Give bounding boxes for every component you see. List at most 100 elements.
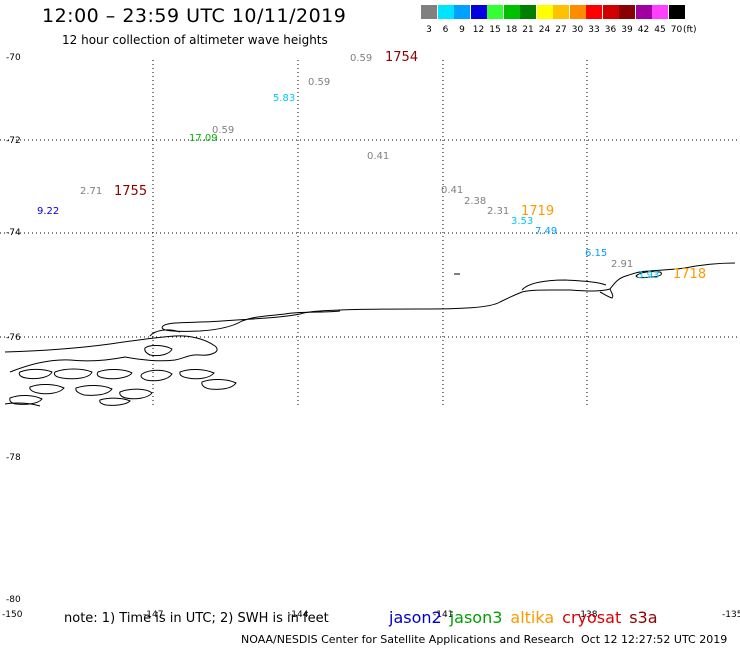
wave-height-reading: 7.49: [535, 226, 557, 237]
ice-island-12: [99, 397, 131, 406]
wave-height-reading: 2.38: [464, 196, 486, 207]
latitude-label: -80: [6, 595, 21, 605]
coastline: [4, 262, 736, 407]
legend-swatch: [569, 5, 586, 19]
legend-swatch: [487, 5, 503, 19]
ice-island-6: [179, 369, 215, 380]
satellite-legend: jason2 jason3 altika cryosat s3a: [389, 608, 666, 627]
ice-shelf-west: [4, 402, 41, 407]
legend-swatch: [503, 5, 520, 19]
longitude-label: -141: [433, 610, 453, 620]
ice-island-2: [18, 368, 53, 380]
wave-height-reading: 6.15: [585, 248, 607, 259]
satellite-label: s3a: [629, 608, 658, 627]
legend-level-label: 21: [522, 25, 534, 35]
longitude-labels: -150 -147 -144 -141 -138 -135: [2, 610, 740, 620]
latitude-label: -70: [6, 53, 21, 63]
ice-island-7: [201, 379, 237, 390]
legend-swatch: [586, 5, 602, 19]
longitude-label: -147: [143, 610, 163, 620]
satellite-tracks: 0.590.595.830.5917.090.412.719.220.412.3…: [37, 50, 706, 282]
legend-level-label: 30: [571, 25, 584, 35]
map-title: 12:00 – 23:59 UTC 10/11/2019: [42, 5, 347, 27]
satellite-label: cryosat: [562, 608, 622, 627]
legend-level-label: 9: [459, 25, 465, 35]
legend-swatch: [470, 5, 487, 19]
legend-level-label: 42: [637, 25, 650, 35]
wave-height-reading: 5.83: [273, 93, 295, 104]
wave-height-reading: 0.41: [367, 151, 389, 162]
wave-height-reading: 2.31: [487, 206, 509, 217]
observation-time-label: 1719: [521, 204, 554, 219]
latitude-labels: -70 -72 -74 -76 -78 -80: [6, 53, 21, 605]
legend-swatch: [553, 5, 569, 19]
satellite-label: altika: [510, 608, 555, 627]
legend-swatch: [602, 5, 619, 19]
wave-height-reading: 9.22: [37, 206, 59, 217]
longitude-label: -144: [288, 610, 309, 620]
legend-swatch: [619, 5, 635, 19]
legend-unit: (ft): [683, 25, 697, 35]
legend-level-label: 24: [538, 25, 551, 35]
ice-island-9: [75, 385, 113, 396]
wave-height-reading: 0.59: [350, 53, 372, 64]
coastline-west: [4, 335, 218, 373]
legend-swatch: [421, 5, 437, 19]
generated-timestamp: Oct 12 12:27:52 UTC 2019: [581, 633, 728, 646]
wave-height-reading: 2.91: [611, 259, 633, 270]
legend-level-label: 18: [505, 25, 518, 35]
legend-level-label: 45: [654, 25, 666, 35]
legend-level-label: 70: [670, 25, 683, 35]
legend-level-label: 15: [489, 25, 501, 35]
legend-level-label: 33: [588, 25, 600, 35]
wave-height-reading: 0.41: [441, 185, 463, 196]
ice-island-1: [144, 345, 173, 357]
coastline-islet: [635, 271, 663, 279]
wave-height-reading: 2.71: [80, 186, 102, 197]
ice-island-3: [53, 368, 93, 380]
wave-height-reading: 17.09: [189, 133, 218, 144]
ice-island-5: [140, 369, 173, 382]
legend-swatch: [454, 5, 470, 19]
longitude-label: -138: [577, 610, 598, 620]
legend-swatch: [652, 5, 668, 19]
map-subtitle: 12 hour collection of altimeter wave hei…: [62, 33, 328, 47]
latitude-label: -76: [6, 333, 21, 343]
credit-line: NOAA/NESDIS Center for Satellite Applica…: [241, 633, 575, 646]
ice-island-4: [96, 369, 133, 380]
coastline-spit: [521, 279, 607, 291]
legend-level-label: 6: [442, 25, 449, 35]
latitude-label: -72: [6, 136, 21, 146]
ice-island-10: [119, 388, 153, 400]
legend-level-label: 36: [604, 25, 617, 35]
longitude-label: -150: [2, 610, 23, 620]
legend-swatch: [668, 5, 685, 19]
coastline-notch: [599, 288, 614, 299]
legend-swatch: [437, 5, 454, 19]
legend-level-label: 12: [472, 25, 485, 35]
satellite-label: jason3: [449, 608, 503, 627]
wave-height-reading: 3.93: [637, 270, 659, 281]
ice-shelf-north: [284, 310, 341, 315]
graticule: [0, 60, 740, 408]
wave-height-reading: 0.59: [308, 77, 330, 88]
legend-level-label: 3: [426, 25, 432, 35]
observation-time-label: 1754: [385, 50, 418, 65]
coastline-west-cape: [149, 329, 181, 337]
latitude-label: -78: [6, 453, 21, 463]
latitude-label: -74: [6, 228, 21, 238]
observation-time-label: 1755: [114, 184, 147, 199]
legend-level-label: 39: [621, 25, 633, 35]
legend-level-label: 27: [555, 25, 567, 35]
legend-swatch: [635, 5, 652, 19]
legend-swatch: [520, 5, 536, 19]
coastline-main: [161, 262, 736, 332]
satellite-label: jason2: [389, 608, 442, 627]
wave-height-reading: 3.53: [511, 216, 533, 227]
legend-swatch: [536, 5, 553, 19]
wave-height-reading: 0.59: [212, 125, 234, 136]
longitude-label: -135: [722, 610, 740, 620]
observation-time-label: 1718: [673, 267, 706, 282]
ice-island-8: [29, 384, 65, 395]
